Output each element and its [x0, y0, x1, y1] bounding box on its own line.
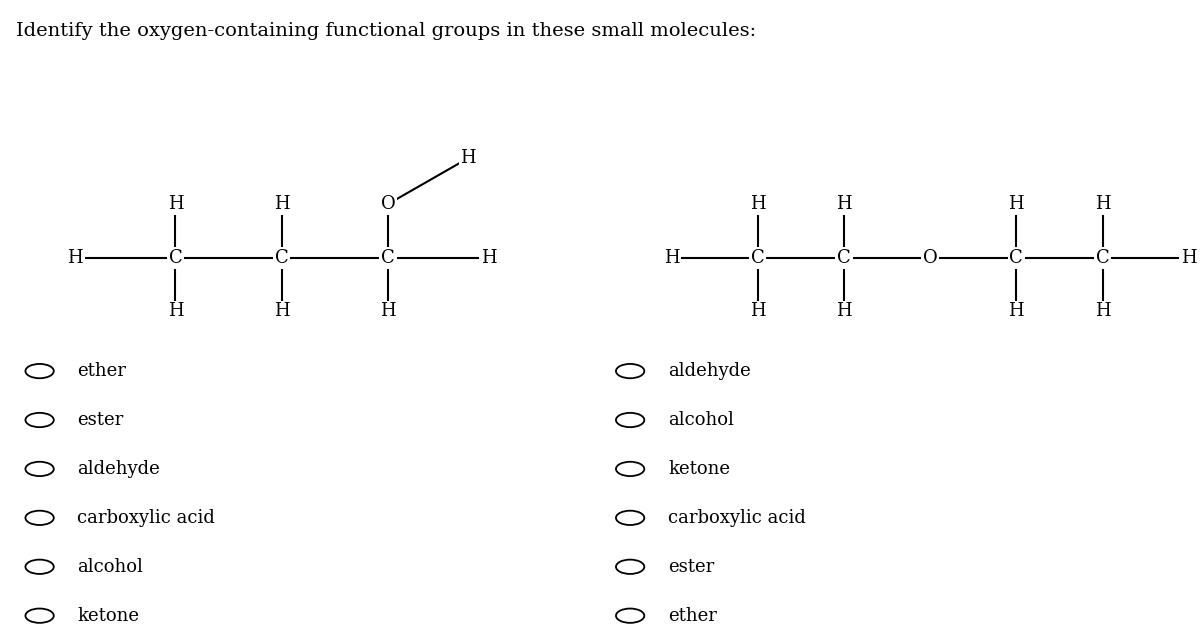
Text: ether: ether: [668, 607, 716, 625]
Text: H: H: [1008, 302, 1024, 321]
Text: carboxylic acid: carboxylic acid: [668, 509, 805, 527]
Text: C: C: [1096, 249, 1110, 267]
Text: H: H: [274, 195, 289, 213]
Text: H: H: [836, 302, 852, 321]
Text: H: H: [461, 149, 476, 167]
Text: ketone: ketone: [668, 460, 730, 478]
Text: H: H: [750, 302, 766, 321]
Text: H: H: [750, 195, 766, 213]
Text: H: H: [1008, 195, 1024, 213]
Text: H: H: [274, 302, 289, 321]
Text: alcohol: alcohol: [668, 411, 733, 429]
Text: H: H: [480, 249, 497, 267]
Text: H: H: [1094, 302, 1110, 321]
Text: Identify the oxygen-containing functional groups in these small molecules:: Identify the oxygen-containing functiona…: [16, 22, 756, 40]
Text: H: H: [664, 249, 679, 267]
Text: H: H: [1181, 249, 1196, 267]
Text: ester: ester: [668, 558, 714, 576]
Text: C: C: [838, 249, 851, 267]
Text: C: C: [1009, 249, 1024, 267]
Text: aldehyde: aldehyde: [668, 362, 751, 380]
Text: H: H: [168, 195, 184, 213]
Text: H: H: [380, 302, 396, 321]
Text: H: H: [836, 195, 852, 213]
Text: ketone: ketone: [77, 607, 139, 625]
Text: C: C: [275, 249, 288, 267]
Text: alcohol: alcohol: [77, 558, 143, 576]
Text: H: H: [168, 302, 184, 321]
Text: O: O: [923, 249, 937, 267]
Text: H: H: [1094, 195, 1110, 213]
Text: C: C: [382, 249, 395, 267]
Text: O: O: [380, 195, 395, 213]
Text: C: C: [751, 249, 764, 267]
Text: ether: ether: [77, 362, 126, 380]
Text: C: C: [168, 249, 182, 267]
Text: H: H: [67, 249, 83, 267]
Text: ester: ester: [77, 411, 124, 429]
Text: aldehyde: aldehyde: [77, 460, 160, 478]
Text: carboxylic acid: carboxylic acid: [77, 509, 215, 527]
